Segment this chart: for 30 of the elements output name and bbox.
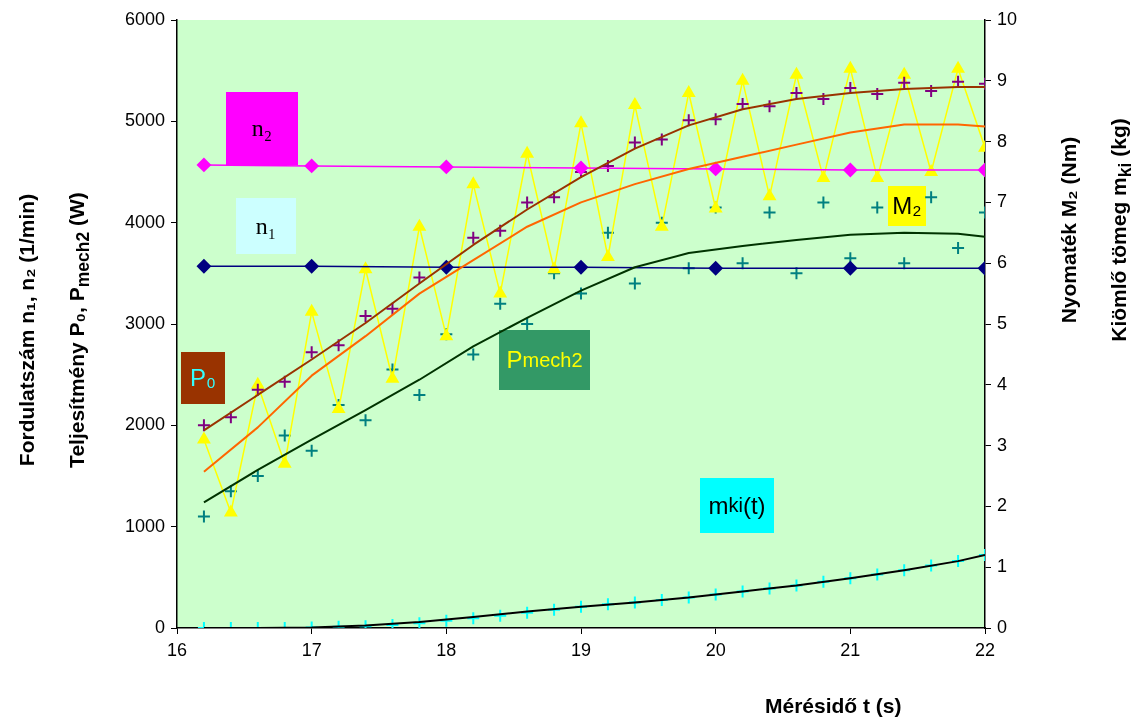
y-tick-label: 4000 (124, 211, 165, 232)
name-tag: M₂ (888, 186, 926, 226)
y2-tick-label: 5 (997, 312, 1008, 333)
y2-tick-label: 7 (997, 191, 1008, 212)
y2-tick-label: 2 (997, 495, 1008, 516)
y2-tick-label: 0 (997, 616, 1008, 637)
x-tick-label: 18 (436, 639, 457, 660)
x-axis-title: Mérésidő t (s) (765, 693, 902, 719)
y2-tick-label: 8 (997, 130, 1008, 151)
y-tick-label: 1000 (124, 515, 165, 536)
x-tick-label: 20 (705, 639, 726, 660)
y-tick-label: 3000 (124, 312, 165, 333)
name-tag: n₁ (236, 198, 296, 254)
y-tick-label: 0 (154, 616, 165, 637)
y2-tick-label: 9 (997, 69, 1008, 90)
y-tick-label: 2000 (124, 414, 165, 435)
y2-tick-label: 4 (997, 373, 1008, 394)
y2-tick-label: 10 (997, 8, 1018, 29)
x-tick-label: 22 (974, 639, 996, 660)
y-tick-label: 5000 (124, 110, 165, 131)
y2-tick-label: 3 (997, 434, 1008, 455)
y2-tick-label: 1 (997, 556, 1008, 577)
name-tag: P₀ (181, 352, 225, 404)
x-tick-label: 17 (301, 639, 322, 660)
y2-tick-label: 6 (997, 252, 1008, 273)
y-tick-label: 6000 (124, 8, 165, 29)
name-tag: n₂ (226, 92, 298, 165)
x-tick-label: 21 (840, 639, 861, 660)
x-tick-label: 19 (570, 639, 592, 660)
x-tick-label: 16 (166, 639, 188, 660)
